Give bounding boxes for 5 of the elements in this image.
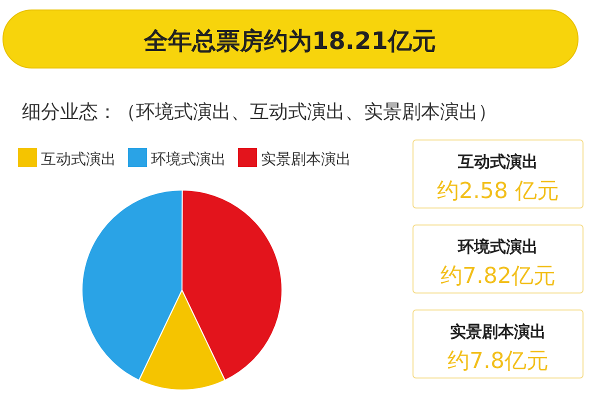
legend-label: 互动式演出 bbox=[41, 150, 116, 168]
legend-label: 环境式演出 bbox=[151, 150, 226, 168]
legend-label: 实景剧本演出 bbox=[261, 150, 351, 168]
chart-title: 全年总票房约为18.21亿元 bbox=[143, 27, 436, 55]
chart-subtitle: 细分业态：（环境式演出、互动式演出、实景剧本演出） bbox=[22, 101, 497, 123]
